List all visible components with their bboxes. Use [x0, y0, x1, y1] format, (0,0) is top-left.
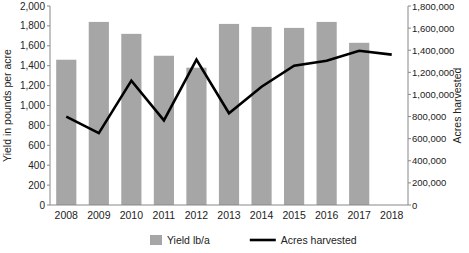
x-tick-label: 2011 [153, 209, 176, 221]
x-tick-label: 2010 [120, 209, 144, 221]
bar [284, 28, 304, 205]
x-tick-label: 2014 [250, 209, 274, 221]
y-tick-label: 2,000 [20, 1, 45, 12]
y-tick-label: 0 [39, 200, 45, 211]
bar [349, 43, 369, 205]
y-tick-label: 800 [28, 120, 45, 131]
bar [317, 22, 337, 205]
y-tick-label: 1,200 [20, 80, 45, 91]
bar [251, 27, 271, 205]
y-tick-label: 200 [28, 180, 45, 191]
x-tick-label: 2012 [185, 209, 209, 221]
y2-tick-label: 1,800,000 [412, 1, 454, 12]
line [66, 51, 391, 133]
legend-swatch [150, 235, 162, 245]
x-tick-label: 2016 [315, 209, 339, 221]
bar [89, 22, 109, 205]
x-tick-label: 2013 [217, 209, 241, 221]
x-axis [50, 205, 408, 206]
y-tick-label: 600 [28, 140, 45, 151]
y-tick-label: 400 [28, 160, 45, 171]
chart: 0 200 400 600 800 1,000 1,200 1,400 1,600 1,800 2,… [0, 0, 469, 253]
y2-tick-label: 1,400,000 [412, 45, 454, 56]
legend-swatch [250, 239, 276, 242]
y2-tick-label: 600,000 [412, 133, 446, 144]
plot-area [56, 22, 392, 205]
y2-tick-label: 0 [412, 200, 417, 211]
y2-tick-label: 1,000,000 [412, 89, 454, 100]
y-tick-label: 1,600 [20, 40, 45, 51]
y2-axis [408, 6, 409, 205]
bar [56, 60, 76, 205]
y2-tick-label: 400,000 [412, 155, 446, 166]
x-tick-label: 2017 [348, 209, 372, 221]
y-tick-label: 1,800 [20, 20, 45, 31]
y-axis-title: Yield in pounds per acre [1, 49, 13, 162]
y-tick-label: 1,000 [20, 100, 45, 111]
bar [186, 68, 206, 205]
y2-axis-title: Acres harvested [451, 67, 463, 143]
y-axis [50, 6, 51, 205]
y2-tick-label: 800,000 [412, 111, 446, 122]
x-tick-label: 2018 [380, 209, 404, 221]
y2-tick-label: 1,600,000 [412, 23, 454, 34]
legend-label: Acres harvested [281, 234, 357, 246]
x-tick-label: 2009 [87, 209, 111, 221]
y-tick-label: 1,400 [20, 60, 45, 71]
x-tick-label: 2015 [282, 209, 306, 221]
bar [154, 56, 174, 205]
x-tick-label: 2008 [55, 209, 79, 221]
y2-tick-label: 1,200,000 [412, 67, 454, 78]
legend-label: Yield lb/a [167, 234, 210, 246]
y2-tick-label: 200,000 [412, 177, 446, 188]
bar [121, 34, 141, 205]
